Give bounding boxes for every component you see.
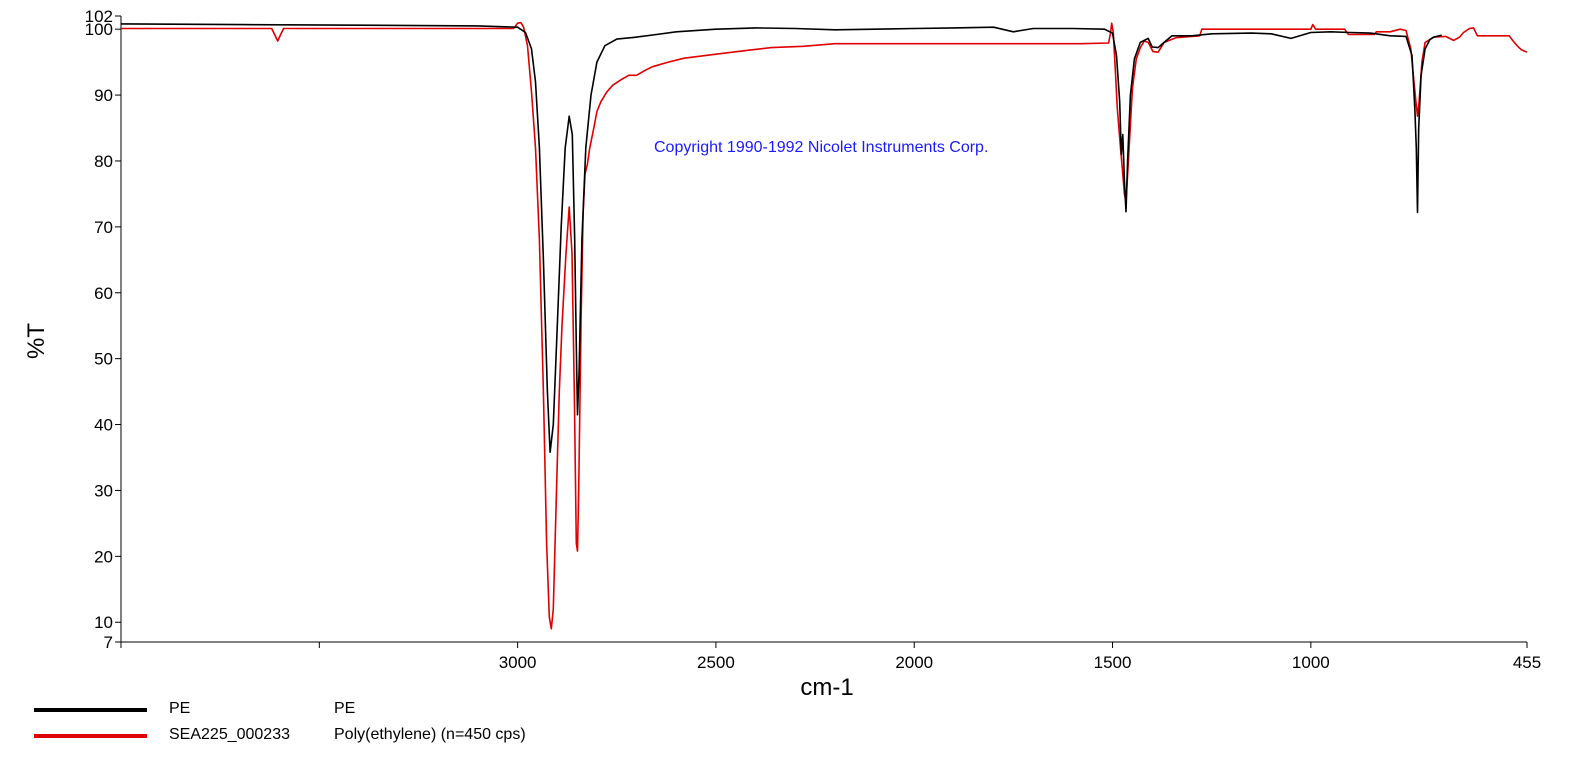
y-tick-label-102: 102 [85,7,113,26]
legend-desc-sea225: Poly(ethylene) (n=450 cps) [334,726,526,743]
x-tick-label-455: 455 [1513,653,1541,672]
legend-row-sea225: SEA225_000233 Poly(ethylene) (n=450 cps) [0,724,700,748]
y-tick-label-7: 7 [104,633,113,652]
series-lines [120,21,1528,630]
legend-row-pe: PE PE [0,698,700,722]
y-tick-label-20: 20 [94,547,113,566]
y-tick-label-30: 30 [94,481,113,500]
copyright-annotation: Copyright 1990-1992 Nicolet Instruments … [654,139,988,156]
legend-swatch-pe [34,708,147,712]
y-tick-label-80: 80 [94,152,113,171]
x-tick-label-2500: 2500 [697,653,735,672]
y-tick-label-100: 100 [85,20,113,39]
y-tick-label-90: 90 [94,86,113,105]
series-line-pe [120,23,1442,453]
y-axis-title: %T [23,323,50,359]
series-line-sea225-000233 [121,21,1528,630]
legend-swatch-sea225 [34,734,147,738]
y-tick-label-10: 10 [94,613,113,632]
x-tick-label-3000: 3000 [499,653,537,672]
x-tick-label-2000: 2000 [895,653,933,672]
y-tick-label-70: 70 [94,218,113,237]
y-tick-label-40: 40 [94,416,113,435]
legend-name-sea225: SEA225_000233 [169,726,290,743]
x-tick-label-1500: 1500 [1094,653,1132,672]
x-tick-label-1000: 1000 [1292,653,1330,672]
legend-desc-pe: PE [334,700,356,717]
legend-name-pe: PE [169,700,191,717]
y-tick-label-50: 50 [94,350,113,369]
y-tick-label-60: 60 [94,284,113,303]
x-axis-title: cm-1 [800,674,853,701]
